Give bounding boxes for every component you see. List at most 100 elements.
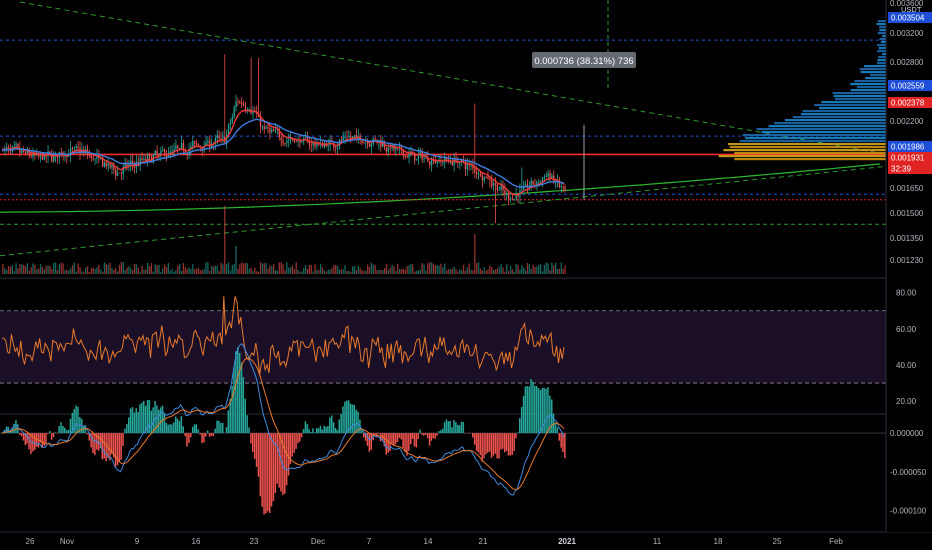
macd-histogram-bar [349, 403, 352, 433]
candle-body [551, 175, 553, 179]
volume-bar [190, 269, 192, 274]
volume-bar [86, 266, 89, 274]
macd-histogram-bar [547, 387, 549, 433]
macd-histogram-bar [413, 433, 416, 447]
macd-histogram-bar [94, 433, 96, 455]
macd-histogram-bar [90, 433, 92, 448]
volume-bar [297, 269, 299, 274]
candle-body [34, 153, 36, 155]
volume-bar [485, 270, 487, 274]
macd-histogram-bar [509, 433, 512, 456]
volume-profile-bar [865, 77, 886, 80]
macd-pane[interactable] [0, 343, 886, 515]
macd-histogram-bar [103, 433, 105, 459]
volume-bar [491, 267, 493, 274]
volume-bar [124, 270, 126, 274]
macd-histogram-bar [400, 433, 403, 440]
volume-bar [257, 271, 260, 274]
macd-histogram-bar [387, 433, 389, 453]
macd-histogram-bar [34, 433, 36, 450]
volume-bar [355, 270, 358, 274]
candle-body [180, 143, 183, 149]
candle-body [252, 111, 254, 114]
candle-body [197, 143, 200, 147]
macd-histogram-bar [41, 433, 43, 449]
macd-histogram-bar [156, 405, 158, 434]
macd-histogram-bar [449, 421, 451, 434]
volume-profile-bar [802, 110, 886, 113]
price-axis[interactable]: 0.003600 0.003200 0.002800 0.002200 0.001650… [885, 0, 932, 532]
candle-body [297, 140, 299, 142]
volume-bar [308, 265, 311, 274]
macd-histogram-bar [436, 433, 438, 436]
volume-bar [461, 270, 463, 274]
volume-bar [60, 262, 62, 274]
macd-histogram-bar [284, 433, 286, 494]
macd-histogram-bar [197, 429, 199, 434]
volume-bar [293, 269, 295, 274]
volume-bar [261, 263, 264, 274]
volume-bar [455, 269, 457, 274]
candle-body [145, 158, 147, 162]
candle-body [269, 128, 271, 133]
candle-body [547, 173, 549, 177]
volume-bar [141, 266, 143, 274]
volume-bar [51, 269, 53, 274]
volume-profile-bar [800, 113, 886, 116]
macd-histogram-bar [50, 433, 53, 440]
volume-bar [459, 269, 461, 274]
price-pane[interactable]: 0.000736 (38.31%) 736 [0, 0, 932, 533]
volume-bar [541, 271, 544, 274]
volume-bar [492, 269, 495, 274]
macd-histogram-bar [432, 433, 434, 439]
macd-histogram-bar [394, 433, 397, 444]
price-badge-label: 0.002559 [891, 82, 925, 91]
macd-histogram-bar [417, 433, 419, 440]
macd-histogram-bar [366, 433, 369, 446]
volume-profile-bar [832, 92, 886, 95]
volume-profile-bar [819, 107, 886, 110]
volume-bar [233, 263, 235, 274]
candle-body [227, 124, 230, 135]
volume-profile-bar [850, 83, 886, 86]
volume-bar [282, 263, 284, 274]
rsi-pane[interactable] [0, 296, 886, 384]
volume-bar [344, 265, 346, 274]
volume-bar [105, 264, 107, 274]
volume-bar [128, 266, 130, 274]
candle-body [351, 136, 354, 138]
macd-histogram-bar [270, 433, 273, 507]
macd-histogram-bar [342, 406, 344, 434]
volume-bar [508, 271, 510, 274]
macd-histogram-bar [293, 433, 295, 453]
candle-body [205, 142, 207, 147]
macd-histogram-bar [237, 347, 239, 433]
volume-bar [85, 267, 87, 274]
macd-histogram-bar [488, 433, 491, 452]
candle-body [513, 199, 515, 200]
macd-histogram-bar [246, 415, 248, 433]
candle-body [124, 162, 126, 167]
time-axis[interactable]: 26 Nov 9 16 23 Dec 7 14 21 2021 11 18 25 Feb [26, 537, 844, 546]
volume-bar [199, 270, 201, 274]
volume-bar [445, 270, 448, 274]
volume-profile-bar [833, 95, 886, 98]
volume-bar [479, 268, 482, 274]
candle-body [71, 148, 74, 150]
macd-histogram-bar [257, 433, 260, 477]
macd-histogram-bar [161, 405, 164, 433]
macd-histogram-bar [321, 429, 324, 434]
volume-bar [380, 270, 382, 274]
ascending-trendline [0, 165, 887, 257]
macd-histogram-bar [368, 433, 371, 452]
volume-profile-bar [854, 80, 886, 83]
volume-bar [192, 264, 194, 274]
volume-bar [539, 264, 542, 274]
price-badge-label: 0.002378 [891, 99, 925, 108]
macd-histogram-bar [158, 409, 160, 434]
volume-bar [100, 269, 102, 274]
candle-body [476, 172, 478, 174]
candle-body [154, 151, 156, 155]
volume-profile-bar [745, 137, 886, 140]
